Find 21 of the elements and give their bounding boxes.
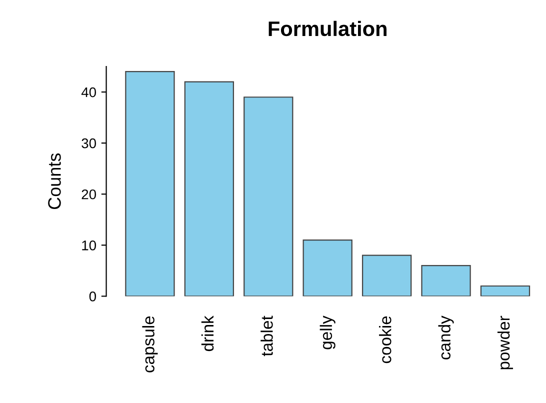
- x-tick-label: drink: [201, 316, 214, 352]
- bar: [244, 96, 294, 296]
- x-tick-label: powder: [497, 316, 514, 370]
- bar: [302, 240, 352, 296]
- y-tick-label: 40: [81, 87, 96, 98]
- bar: [421, 265, 471, 296]
- y-tick-label: 0: [89, 292, 96, 302]
- y-tick-label: 20: [82, 189, 96, 200]
- x-tick-label: gelly: [320, 316, 336, 350]
- bar: [480, 285, 530, 296]
- y-tick-label: 30: [82, 138, 96, 148]
- bar: [362, 254, 412, 296]
- x-tick-label: candy: [438, 316, 454, 360]
- bar: [184, 81, 234, 296]
- x-tick-label: cookie: [379, 316, 392, 364]
- x-tick-label: capsule: [142, 316, 158, 372]
- chart-title: Formulation: [268, 20, 386, 36]
- y-tick-label: 10: [82, 240, 96, 250]
- bar: [125, 71, 175, 296]
- y-axis-title: Counts: [48, 153, 61, 210]
- x-tick-label: tablet: [260, 316, 273, 356]
